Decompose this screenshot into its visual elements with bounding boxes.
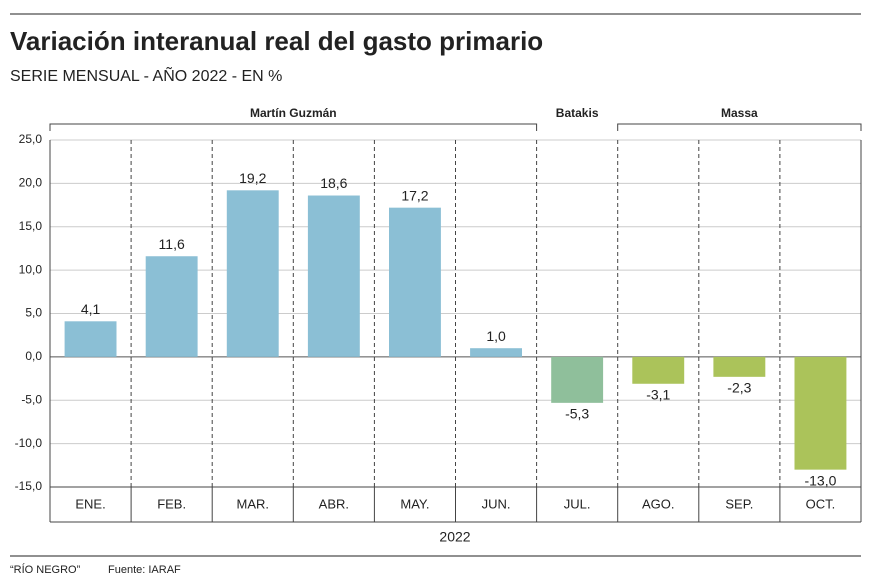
bar	[713, 356, 766, 377]
x-tick-label: JUN.	[482, 496, 511, 511]
group-label: Massa	[721, 106, 758, 120]
group-bracket	[617, 123, 862, 131]
bar	[470, 348, 523, 357]
x-tick-label: MAY.	[400, 496, 429, 511]
bar	[145, 256, 198, 357]
value-label: 18,6	[320, 175, 347, 191]
group-bracket	[49, 123, 538, 131]
y-tick-label: 0,0	[25, 349, 42, 363]
y-tick-label: 10,0	[19, 262, 43, 276]
value-label: -2,3	[727, 380, 751, 396]
x-axis-label: 2022	[439, 529, 470, 545]
chart-title: Variación interanual real del gasto prim…	[10, 26, 543, 56]
x-tick-label: SEP.	[725, 496, 753, 511]
y-tick-label: -5,0	[21, 392, 42, 406]
value-label: 1,0	[486, 328, 506, 344]
footer-source: Fuente: IARAF	[108, 564, 181, 576]
chart-subtitle: SERIE MENSUAL - AÑO 2022 - EN %	[10, 65, 282, 85]
value-label: -5,3	[565, 406, 589, 422]
x-tick-label: ENE.	[75, 496, 105, 511]
value-label: 11,6	[159, 236, 185, 252]
bar	[388, 207, 441, 357]
y-tick-label: 20,0	[19, 176, 43, 190]
y-tick-label: 25,0	[19, 132, 43, 146]
value-label: 19,2	[239, 170, 266, 186]
bar	[632, 356, 685, 384]
x-tick-label: ABR.	[319, 496, 349, 511]
bar	[551, 356, 604, 403]
value-label: 4,1	[81, 301, 101, 317]
y-tick-label: 15,0	[19, 219, 43, 233]
group-label: Martín Guzmán	[250, 106, 337, 120]
x-tick-label: FEB.	[157, 496, 186, 511]
x-tick-label: JUL.	[564, 496, 591, 511]
value-label: -3,1	[646, 386, 670, 402]
group-label: Batakis	[556, 106, 599, 120]
value-label: -13,0	[804, 472, 836, 488]
bar	[64, 321, 117, 357]
bar	[794, 356, 847, 470]
x-tick-label: MAR.	[237, 496, 270, 511]
bar	[307, 195, 360, 357]
y-tick-label: 5,0	[25, 306, 42, 320]
x-tick-label: AGO.	[642, 496, 675, 511]
x-tick-label: OCT.	[806, 496, 836, 511]
value-label: 17,2	[401, 187, 428, 203]
footer-media: “RÍO NEGRO”	[10, 563, 81, 576]
y-tick-label: -15,0	[15, 479, 43, 493]
bar	[226, 190, 279, 357]
y-tick-label: -10,0	[15, 436, 43, 450]
